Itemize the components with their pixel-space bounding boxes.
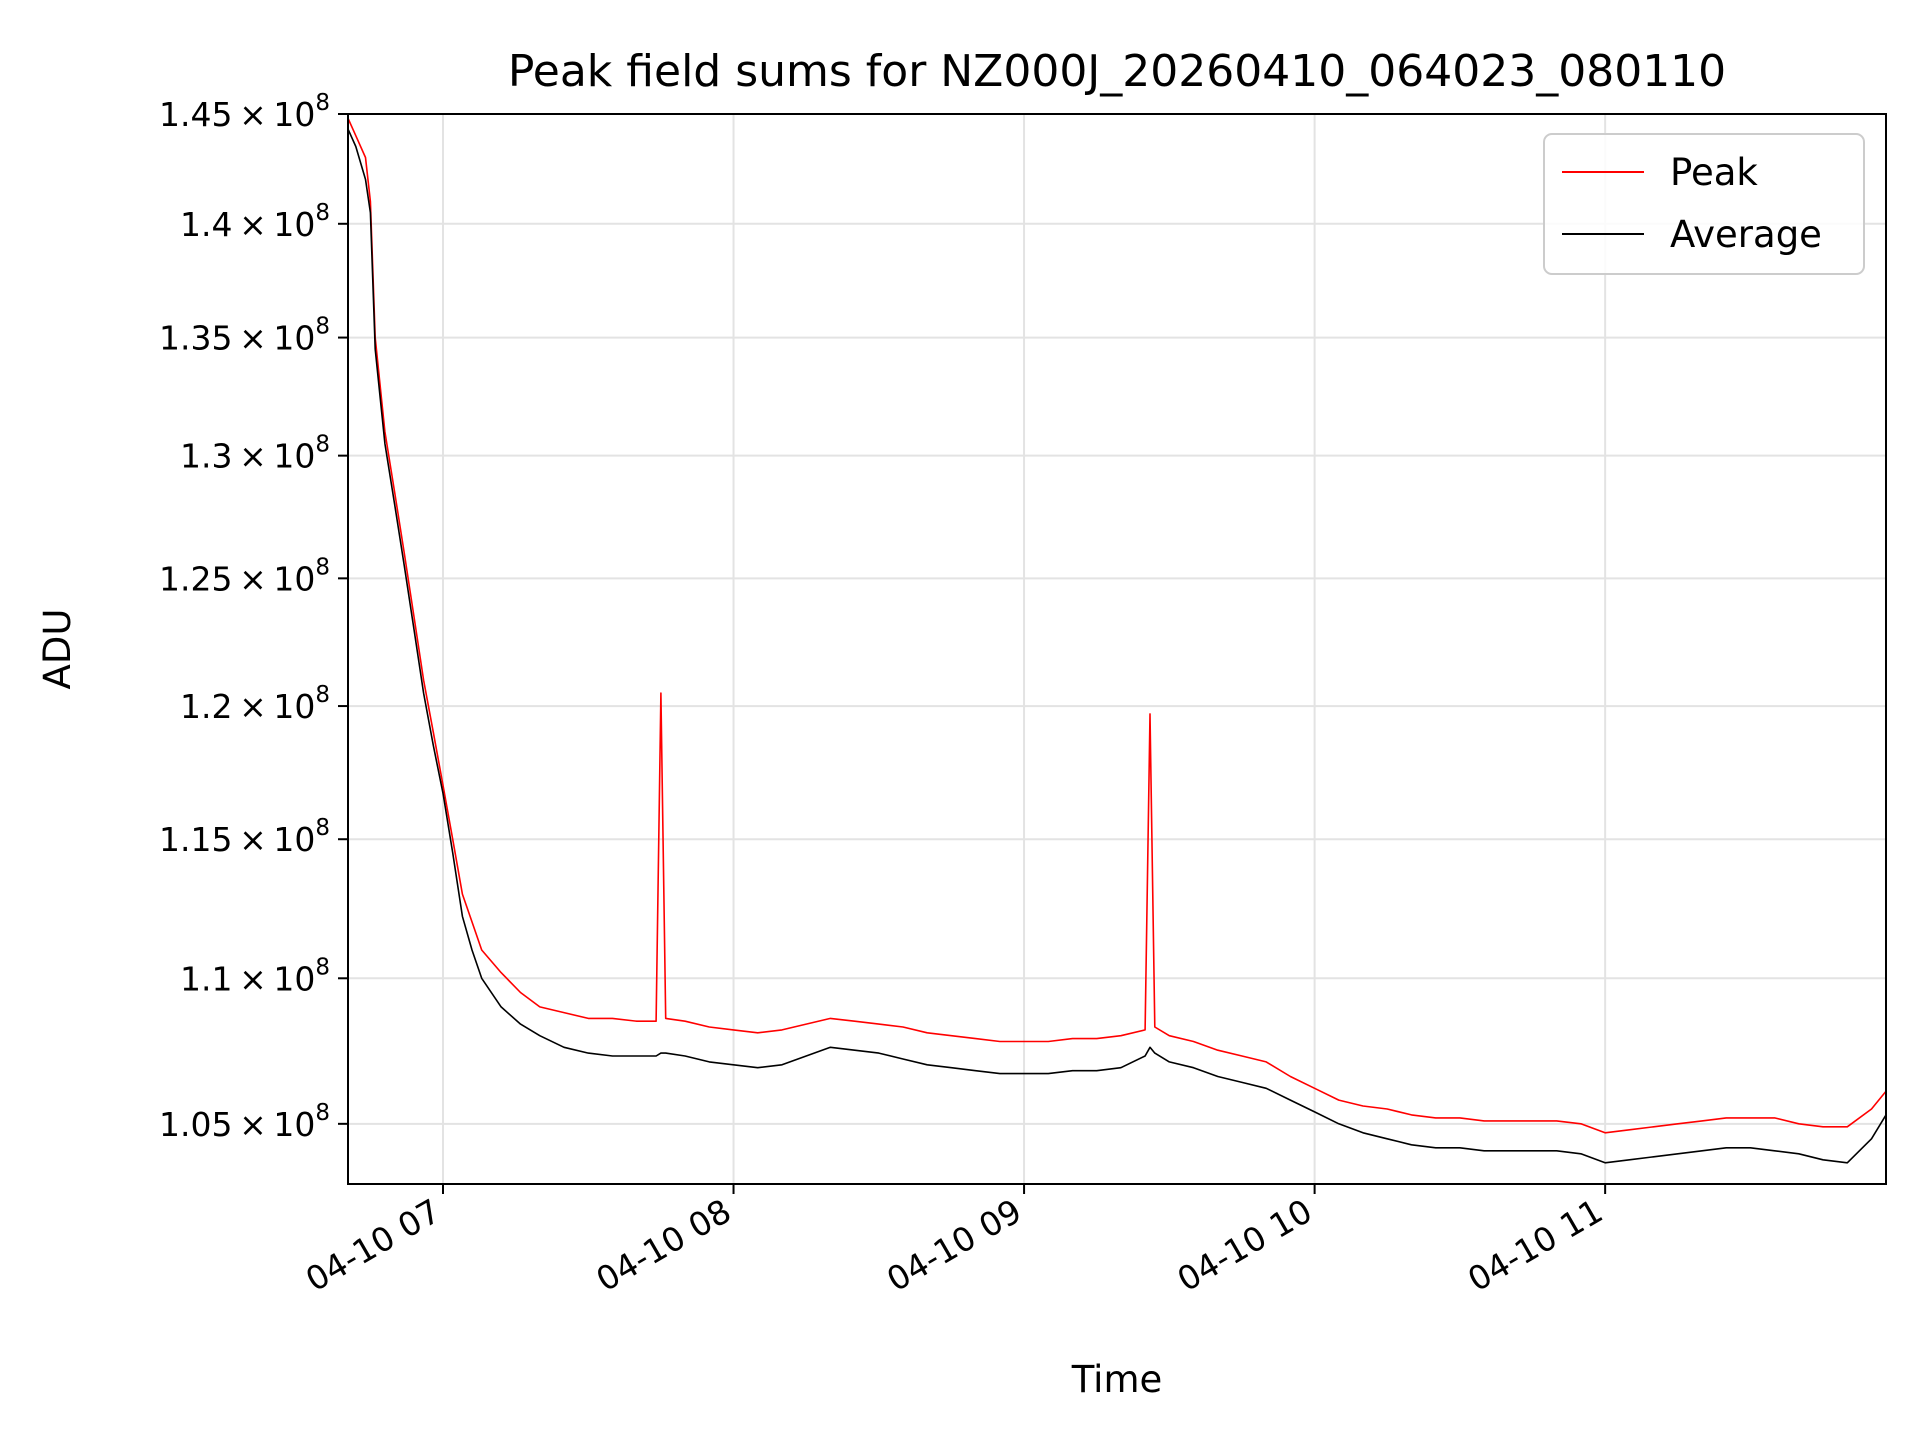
legend-box <box>1543 133 1865 275</box>
y-tick-label: 1.1 × 108 <box>180 954 330 998</box>
y-tick-label: 1.35 × 108 <box>159 314 330 358</box>
y-tick-label: 1.4 × 108 <box>180 200 330 244</box>
y-tick-exponent: 8 <box>315 1100 330 1126</box>
y-tick-exponent: 8 <box>315 815 330 841</box>
series-line-peak <box>348 116 1886 1134</box>
y-tick-mantissa: 1.1 × 10 <box>180 959 315 998</box>
y-tick-mantissa: 1.35 × 10 <box>159 319 315 358</box>
y-tick-mantissa: 1.2 × 10 <box>180 687 315 726</box>
x-axis-label: Time <box>1071 1358 1163 1401</box>
legend-label: Average <box>1670 213 1822 256</box>
y-tick-mantissa: 1.4 × 10 <box>180 205 315 244</box>
y-tick-mantissa: 1.45 × 10 <box>159 95 315 134</box>
plot-frame <box>347 113 1887 1185</box>
y-tick-mantissa: 1.05 × 10 <box>159 1105 315 1144</box>
y-tick-exponent: 8 <box>315 682 330 708</box>
series-line-average <box>348 127 1886 1164</box>
y-tick-exponent: 8 <box>315 554 330 580</box>
y-tick-label: 1.2 × 108 <box>180 682 330 726</box>
y-tick-label: 1.25 × 108 <box>159 554 330 598</box>
y-tick-mantissa: 1.15 × 10 <box>159 820 315 859</box>
y-tick-mantissa: 1.3 × 10 <box>180 437 315 476</box>
y-tick-exponent: 8 <box>315 90 330 116</box>
legend: Peak Average <box>1543 133 1865 275</box>
series-layer <box>348 116 1886 1164</box>
y-tick-exponent: 8 <box>315 954 330 980</box>
y-tick-label: 1.15 × 108 <box>159 815 330 859</box>
y-tick-label: 1.05 × 108 <box>159 1100 330 1144</box>
y-tick-mantissa: 1.25 × 10 <box>159 559 315 598</box>
y-axis-label: ADU <box>36 609 79 690</box>
y-tick-exponent: 8 <box>315 314 330 340</box>
y-tick-label: 1.3 × 108 <box>180 432 330 476</box>
y-tick-label: 1.45 × 108 <box>159 90 330 134</box>
y-tick-exponent: 8 <box>315 432 330 458</box>
y-tick-exponent: 8 <box>315 200 330 226</box>
chart-title: Peak field sums for NZ000J_20260410_0640… <box>508 46 1726 97</box>
legend-label: Peak <box>1670 151 1758 194</box>
